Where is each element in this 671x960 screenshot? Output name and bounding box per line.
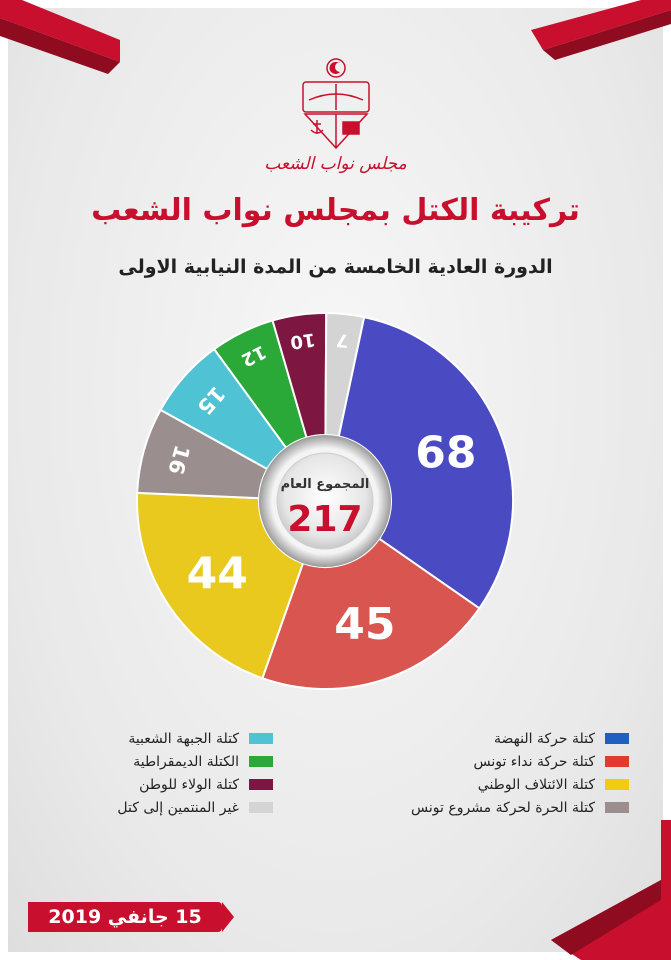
- center-total: 217: [287, 499, 362, 540]
- pie-value-label-3: 44: [187, 548, 248, 599]
- legend-item: كتلة الحرة لحركة مشروع تونس: [369, 797, 629, 818]
- pie-value-label-2: 45: [334, 599, 395, 650]
- pie-value-label-1: 68: [415, 428, 476, 479]
- legend-item: غير المنتمين إلى كتل: [73, 797, 273, 818]
- parliament-emblem: [302, 58, 370, 150]
- ribbon-top-left: [0, 0, 120, 74]
- legend-swatch: [249, 733, 273, 744]
- legend-item: كتلة حركة النهضة: [369, 728, 629, 749]
- legend-label: كتلة الجبهة الشعبية: [128, 730, 239, 747]
- org-name: مجلس نواب الشعب: [264, 154, 407, 174]
- legend-label: الكتلة الديمقراطية: [133, 753, 239, 770]
- pie-value-label-7: 10: [289, 328, 317, 352]
- legend-swatch: [605, 802, 629, 813]
- legend-swatch: [249, 802, 273, 813]
- legend-item: كتلة الجبهة الشعبية: [73, 728, 273, 749]
- legend-left-column: كتلة الجبهة الشعبية الكتلة الديمقراطية كتل…: [73, 728, 273, 820]
- legend-swatch: [605, 756, 629, 767]
- date-banner: 15 جانفي 2019: [28, 902, 234, 932]
- legend-swatch: [605, 733, 629, 744]
- page-title: تركيبة الكتل بمجلس نواب الشعب: [91, 193, 580, 228]
- legend-item: الكتلة الديمقراطية: [73, 751, 273, 772]
- ribbon-top-right: [531, 0, 671, 60]
- legend-right-column: كتلة حركة النهضة كتلة حركة نداء تونس كتلة …: [369, 728, 629, 820]
- legend-swatch: [249, 779, 273, 790]
- date-text: 15 جانفي 2019: [48, 906, 202, 928]
- page-subtitle: الدورة العادية الخامسة من المدة النيابية…: [118, 256, 553, 278]
- center-disc: [276, 452, 374, 550]
- legend-item: كتلة الولاء للوطن: [73, 774, 273, 795]
- legend-label: كتلة حركة النهضة: [494, 730, 595, 747]
- legend-item: كتلة الائتلاف الوطني: [369, 774, 629, 795]
- legend-swatch: [605, 779, 629, 790]
- ribbon-bottom-right: [551, 820, 671, 960]
- legend-label: كتلة الولاء للوطن: [139, 776, 239, 793]
- legend-label: كتلة حركة نداء تونس: [473, 753, 595, 770]
- legend-label: غير المنتمين إلى كتل: [117, 799, 239, 816]
- center-label: المجموع العام: [281, 477, 370, 492]
- legend-item: كتلة حركة نداء تونس: [369, 751, 629, 772]
- legend-label: كتلة الائتلاف الوطني: [477, 776, 595, 793]
- legend-swatch: [249, 756, 273, 767]
- legend-label: كتلة الحرة لحركة مشروع تونس: [411, 799, 595, 816]
- pie-value-label-8: 7: [335, 329, 350, 351]
